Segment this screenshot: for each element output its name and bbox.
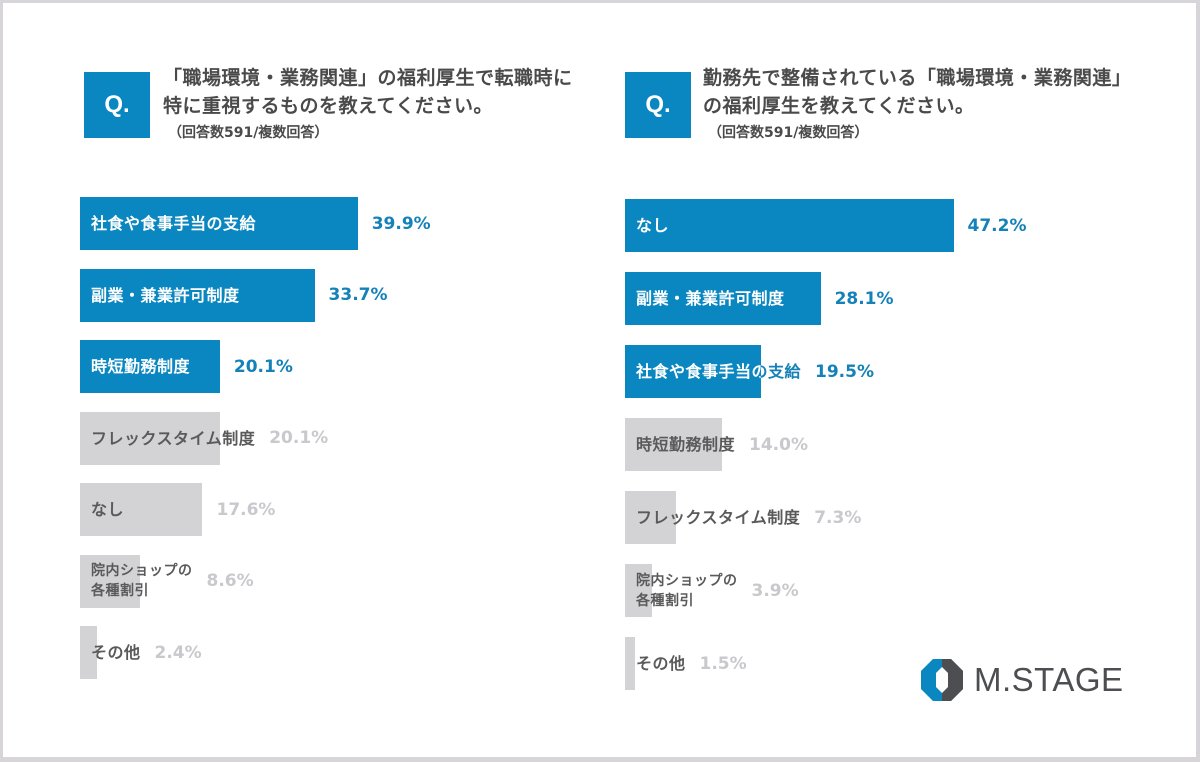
right-question-note: （回答数591/複数回答）	[708, 125, 869, 141]
bar	[80, 197, 358, 250]
bar-value: 20.1%	[233, 356, 293, 377]
right-question-text: 勤務先で整備されている「職場環境・業務関連」 の福利厚生を教えてください。	[703, 64, 1131, 120]
bar-row: 社食や食事手当の支給社食や食事手当の支給 19.5%	[625, 345, 1125, 398]
left-question-note: （回答数591/複数回答）	[168, 125, 329, 141]
bar-value: 33.7%	[328, 285, 388, 305]
left-question-badge: Q.	[84, 72, 150, 138]
bar	[625, 345, 761, 398]
bar	[80, 340, 220, 393]
q-badge-text: Q.	[645, 91, 671, 118]
left-question-line2: 特に重視するものを教えてください。	[163, 95, 493, 117]
bar-row: なし 17.6%	[80, 483, 580, 536]
bar-row: 時短勤務制度 14.0%	[625, 418, 1125, 471]
mstage-logo: M.STAGE	[920, 658, 1124, 702]
bar-label-overflow: 社食や食事手当の支給	[761, 345, 801, 398]
bar	[80, 626, 97, 679]
bar-label: 副業・兼業許可制度	[636, 289, 785, 308]
bar	[80, 554, 140, 608]
bar-label: 社食や食事手当の支給	[91, 214, 257, 233]
bar-label: 時短勤務制度	[91, 357, 191, 376]
bar-value: 2.4%	[154, 642, 202, 663]
bar-row: フレックスタイム制度 20.1%	[80, 411, 580, 465]
bar-value: 17.6%	[216, 499, 276, 520]
bar-label: 社食や食事手当の支給	[636, 362, 802, 381]
bar-value: 19.5%	[815, 361, 874, 382]
bar-value: 28.1%	[834, 288, 894, 309]
right-question-line1: 勤務先で整備されている「職場環境・業務関連」	[703, 67, 1132, 89]
bar	[625, 272, 821, 325]
bar-label: フレックスタイム制度	[636, 508, 801, 527]
bar	[80, 268, 315, 322]
bar	[625, 199, 954, 252]
bar	[625, 418, 723, 471]
bar	[625, 491, 676, 544]
bar-label: その他	[636, 654, 686, 673]
bar-label: フレックスタイム制度	[91, 428, 256, 448]
mstage-octagon-icon	[921, 659, 963, 701]
bar-label: なし	[91, 500, 125, 519]
q-badge-text: Q.	[104, 91, 130, 118]
bar	[80, 411, 220, 465]
bar-value: 8.6%	[206, 571, 254, 591]
left-question-line1: 「職場環境・業務関連」の福利厚生で転職時に	[163, 67, 573, 89]
bar-label: 時短勤務制度	[636, 435, 736, 454]
bar-value: 39.9%	[371, 213, 431, 234]
bar-label: なし	[636, 216, 670, 235]
right-question-line2: の福利厚生を教えてください。	[703, 95, 975, 117]
bar-row: 時短勤務制度時短勤務制度20.1%	[80, 340, 580, 393]
bar-row: フレックスタイム制度 7.3%	[625, 491, 1125, 544]
bar-value: 14.0%	[749, 434, 808, 455]
bar-label: 院内ショップの 各種割引	[636, 572, 738, 609]
bar-label: 院内ショップの 各種割引	[91, 563, 193, 599]
bar-row: その他 2.4%	[80, 626, 580, 679]
bar-label: その他	[91, 643, 141, 662]
bar	[625, 564, 653, 617]
bar-value: 3.9%	[751, 580, 799, 601]
bar-label: 副業・兼業許可制度	[91, 285, 240, 305]
bar-row: 社食や食事手当の支給社食や食事手当の支給39.9%	[80, 197, 580, 250]
bar-value: 1.5%	[699, 653, 747, 674]
left-question-text: 「職場環境・業務関連」の福利厚生で転職時に 特に重視するものを教えてください。	[163, 64, 573, 120]
bar-row: 院内ショップの 各種割引 3.9%	[625, 564, 1125, 617]
bar	[625, 637, 636, 690]
bar-row: その他 1.5%	[625, 637, 1125, 690]
logo-text: M.STAGE	[974, 661, 1124, 698]
bar	[80, 483, 203, 536]
bar-value: 7.3%	[814, 507, 862, 528]
right-question-badge: Q.	[625, 72, 691, 138]
bar-value: 47.2%	[967, 215, 1027, 236]
bar-row: なしなし47.2%	[625, 199, 1125, 252]
bar-value: 20.1%	[269, 428, 329, 448]
bar-row: 院内ショップの 各種割引 8.6%	[80, 554, 580, 608]
